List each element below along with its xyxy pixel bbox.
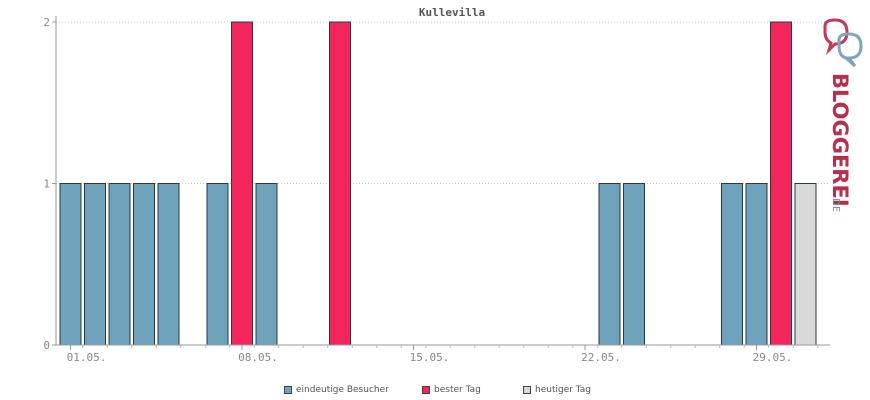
y-tick-label-0: 0 bbox=[43, 339, 50, 352]
x-tick-label-22: 22.05. bbox=[581, 351, 621, 364]
bar-series0-day-29 bbox=[745, 183, 768, 346]
chart-title: Kullevilla bbox=[419, 6, 485, 19]
axes: 0 1 2 01.05. 08.05. 15.05. 22.05. 29.05. bbox=[43, 16, 830, 364]
y-tick-label-1: 1 bbox=[43, 178, 50, 191]
legend-label-best-day: bester Tag bbox=[434, 385, 481, 395]
bar-series0-day-7 bbox=[206, 183, 229, 346]
bar-series0-day-1 bbox=[59, 183, 82, 346]
bar-series2-day-31 bbox=[794, 183, 817, 346]
speech-bubbles-icon bbox=[823, 18, 863, 68]
legend-item-unique-visitors: eindeutige Besucher bbox=[284, 385, 389, 395]
bar-series1-day-12 bbox=[329, 21, 351, 346]
bar-series0-day-23 bbox=[598, 183, 621, 346]
bloggerei-logo[interactable]: BLOGGEREI .DE bbox=[815, 18, 870, 218]
legend-label-today: heutiger Tag bbox=[535, 385, 592, 395]
grid-lines bbox=[56, 21, 830, 184]
x-tick-label-29: 29.05. bbox=[753, 351, 793, 364]
logo-text: BLOGGEREI bbox=[828, 73, 852, 207]
x-tick-label-1: 01.05. bbox=[67, 351, 107, 364]
bar-series0-day-2 bbox=[84, 183, 106, 346]
legend-label-unique-visitors: eindeutige Besucher bbox=[296, 385, 389, 395]
logo-suffix: .DE bbox=[830, 195, 841, 212]
x-tick-label-8: 08.05. bbox=[238, 351, 278, 364]
legend-item-today: heutiger Tag bbox=[523, 385, 591, 395]
legend-swatch-today bbox=[523, 386, 531, 394]
x-tick-label-15: 15.05. bbox=[410, 351, 450, 364]
legend: eindeutige Besucher bester Tag heutiger … bbox=[0, 385, 870, 399]
legend-swatch-unique-visitors bbox=[284, 386, 292, 394]
legend-item-best-day: bester Tag bbox=[422, 385, 481, 395]
legend-swatch-best-day bbox=[422, 386, 430, 394]
bar-series0-day-24 bbox=[623, 183, 645, 346]
bar-series0-day-3 bbox=[108, 183, 131, 346]
bar-series0-day-28 bbox=[721, 183, 743, 346]
bar-series0-day-5 bbox=[157, 183, 180, 346]
bar-series1-day-30 bbox=[770, 21, 792, 346]
bar-series0-day-4 bbox=[133, 183, 155, 346]
bar-series0-day-9 bbox=[255, 183, 278, 346]
y-tick-label-2: 2 bbox=[43, 16, 50, 29]
bar-series1-day-8 bbox=[231, 21, 253, 346]
